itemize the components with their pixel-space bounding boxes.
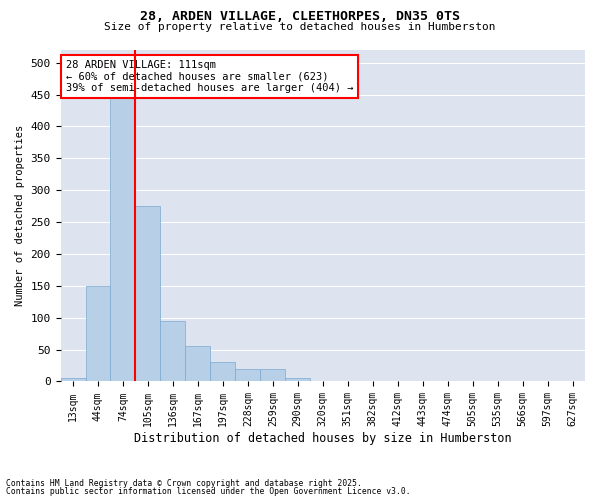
Bar <box>211 362 235 382</box>
Bar <box>136 206 160 382</box>
Bar <box>185 346 211 382</box>
Bar <box>160 321 185 382</box>
Bar <box>235 368 260 382</box>
Bar <box>260 368 286 382</box>
Text: 28, ARDEN VILLAGE, CLEETHORPES, DN35 0TS: 28, ARDEN VILLAGE, CLEETHORPES, DN35 0TS <box>140 10 460 23</box>
Text: Contains public sector information licensed under the Open Government Licence v3: Contains public sector information licen… <box>6 487 410 496</box>
Bar <box>61 378 86 382</box>
Bar <box>286 378 310 382</box>
Text: 28 ARDEN VILLAGE: 111sqm
← 60% of detached houses are smaller (623)
39% of semi-: 28 ARDEN VILLAGE: 111sqm ← 60% of detach… <box>66 60 353 93</box>
Y-axis label: Number of detached properties: Number of detached properties <box>15 125 25 306</box>
Text: Contains HM Land Registry data © Crown copyright and database right 2025.: Contains HM Land Registry data © Crown c… <box>6 478 362 488</box>
X-axis label: Distribution of detached houses by size in Humberston: Distribution of detached houses by size … <box>134 432 512 445</box>
Bar <box>86 286 110 382</box>
Bar <box>110 88 136 382</box>
Text: Size of property relative to detached houses in Humberston: Size of property relative to detached ho… <box>104 22 496 32</box>
